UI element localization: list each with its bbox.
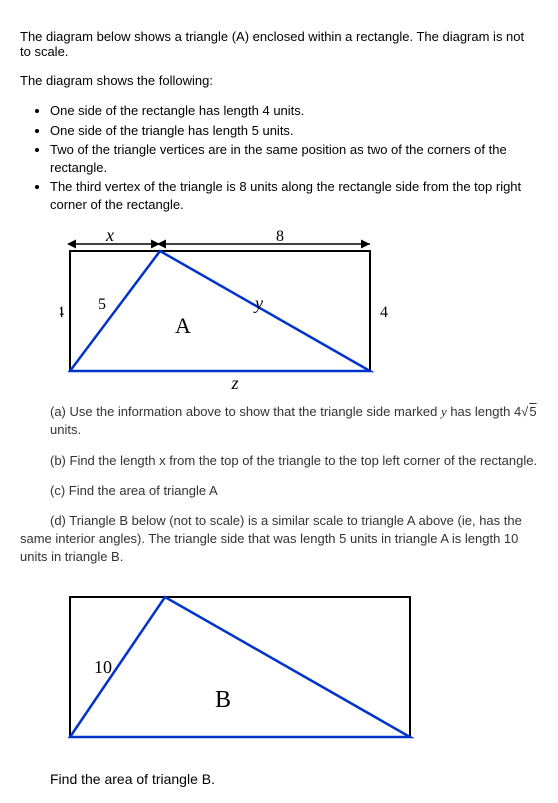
triangle-b xyxy=(70,597,410,737)
question-c: (c) Find the area of triangle A xyxy=(50,482,538,500)
qa-post: units. xyxy=(50,422,81,437)
diagram-a: x 8 4 4 5 y z A xyxy=(60,229,390,389)
question-b: (b) Find the length x from the top of th… xyxy=(50,452,538,470)
label-10: 10 xyxy=(94,657,112,677)
bullet-item: One side of the rectangle has length 4 u… xyxy=(50,102,538,120)
label-4-left: 4 xyxy=(60,304,64,321)
bullet-item: Two of the triangle vertices are in the … xyxy=(50,141,538,176)
intro-text-2: The diagram shows the following: xyxy=(20,73,538,88)
bullet-item: The third vertex of the triangle is 8 un… xyxy=(50,178,538,213)
question-a: (a) Use the information above to show th… xyxy=(50,403,538,439)
bullet-list: One side of the rectangle has length 4 u… xyxy=(50,102,538,213)
intro-text-1: The diagram below shows a triangle (A) e… xyxy=(20,29,538,59)
label-8: 8 xyxy=(276,229,284,245)
bullet-item: One side of the triangle has length 5 un… xyxy=(50,122,538,140)
label-4-right: 4 xyxy=(380,304,388,321)
label-5: 5 xyxy=(98,296,106,313)
qa-rad: 5 xyxy=(528,404,536,419)
label-A: A xyxy=(175,313,191,338)
find-area-b: Find the area of triangle B. xyxy=(50,771,538,787)
label-y: y xyxy=(253,293,263,313)
qa-value: 4√5 xyxy=(514,404,537,419)
label-x: x xyxy=(105,229,114,245)
question-d: (d) Triangle B below (not to scale) is a… xyxy=(20,512,538,567)
triangle-a xyxy=(70,251,370,371)
label-z: z xyxy=(230,373,238,389)
rect-b xyxy=(70,597,410,737)
qa-coef: 4 xyxy=(514,404,521,419)
qa-mid: has length xyxy=(447,404,514,419)
qa-pre: (a) Use the information above to show th… xyxy=(50,404,441,419)
label-B: B xyxy=(215,687,231,713)
diagram-b: 10 B xyxy=(60,587,420,757)
